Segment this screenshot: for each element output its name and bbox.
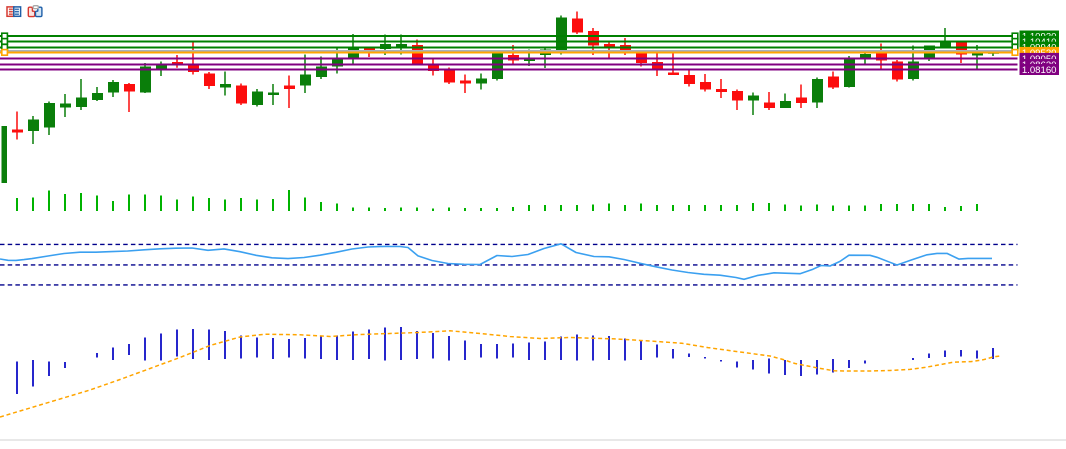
svg-text:1.08160: 1.08160 — [1022, 65, 1057, 76]
